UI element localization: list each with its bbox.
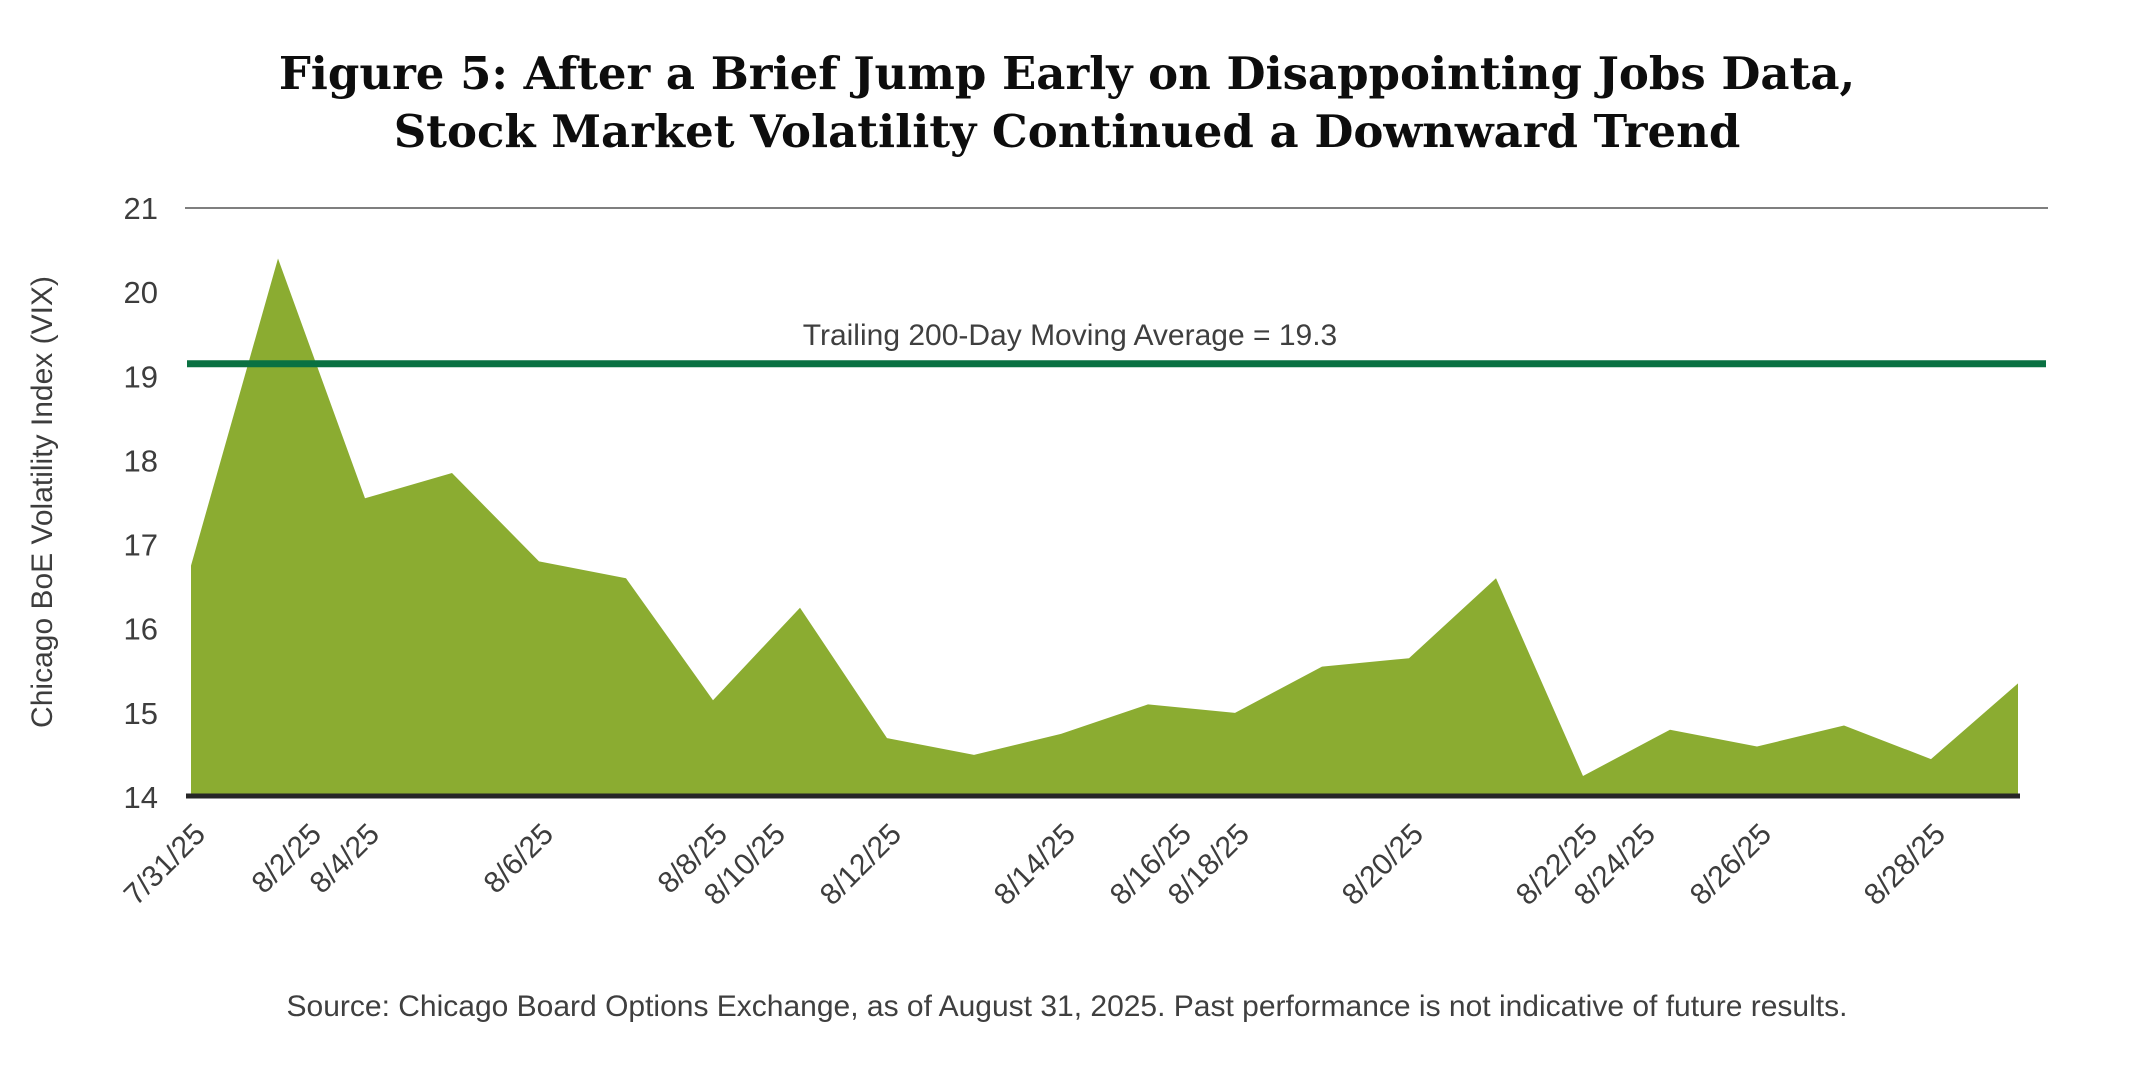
x-tick-label: 8/20/25 <box>1336 818 1430 912</box>
y-tick-label: 19 <box>124 359 158 394</box>
x-tick-label: 7/31/25 <box>118 818 212 912</box>
y-tick-label: 21 <box>124 191 158 226</box>
source-note: Source: Chicago Board Options Exchange, … <box>287 990 1848 1023</box>
x-axis-tick-labels: 7/31/25 8/2/258/4/25 8/6/25 8/8/258/10/25 8/… <box>118 818 1952 912</box>
y-axis-tick-labels: 21 20 19 18 17 16 15 14 <box>124 191 158 815</box>
y-tick-label: 18 <box>124 443 158 478</box>
x-tick-label: 8/28/25 <box>1858 818 1952 912</box>
x-tick-label: 8/12/25 <box>814 818 908 912</box>
chart-title-line2: Stock Market Volatility Continued a Down… <box>394 105 1741 158</box>
y-tick-label: 17 <box>124 528 158 563</box>
y-tick-label: 20 <box>124 275 158 310</box>
chart-title-line1: Figure 5: After a Brief Jump Early on Di… <box>279 47 1855 100</box>
y-tick-label: 14 <box>124 780 158 815</box>
x-tick-label: 8/14/25 <box>988 818 1082 912</box>
x-tick-label: 8/26/25 <box>1684 818 1778 912</box>
y-axis-title: Chicago BoE Volatility Index (VIX) <box>26 276 59 728</box>
y-tick-label: 15 <box>124 696 158 731</box>
x-tick-label: 8/6/25 <box>478 818 560 900</box>
vix-area-series <box>191 258 2018 795</box>
moving-average-annotation: Trailing 200-Day Moving Average = 19.3 <box>803 319 1337 352</box>
y-tick-label: 16 <box>124 612 158 647</box>
